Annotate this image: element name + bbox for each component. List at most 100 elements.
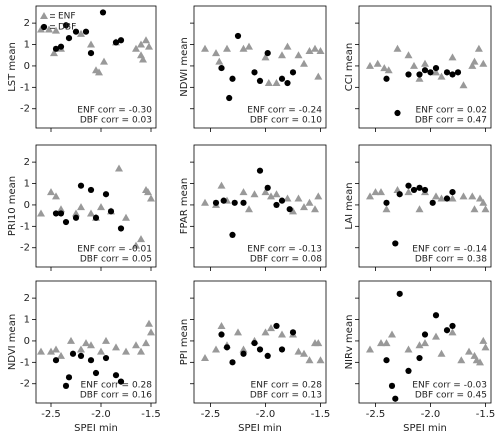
data-point [261, 328, 270, 336]
data-point [449, 322, 456, 330]
y-tick-label: 1 [24, 40, 30, 51]
y-axis-label: PPI mean [179, 319, 190, 366]
data-point [448, 53, 457, 61]
data-point [278, 197, 286, 204]
x-tick-label: -1.5 [476, 409, 496, 420]
data-point [437, 349, 446, 357]
annotation: ENF corr = 0.02 [416, 106, 487, 116]
data-point [305, 198, 314, 206]
data-point [373, 59, 382, 67]
data-point [62, 218, 70, 226]
data-point [272, 190, 281, 198]
data-point [448, 194, 457, 202]
data-point [37, 25, 45, 33]
data-point [468, 192, 477, 200]
data-point [117, 225, 125, 232]
data-point [240, 199, 247, 206]
y-tick-label: 0 [24, 61, 30, 72]
data-point [405, 71, 412, 78]
data-point [87, 341, 95, 349]
data-point [421, 339, 429, 347]
legend-marker [40, 12, 48, 19]
data-point [215, 57, 224, 65]
y-axis-label: FPAR mean [179, 178, 190, 234]
data-point [115, 164, 123, 172]
data-point [99, 9, 107, 16]
data-point [284, 79, 291, 87]
data-point [57, 205, 65, 213]
data-point [437, 72, 446, 80]
data-point [449, 188, 456, 196]
data-point [52, 357, 60, 364]
legend-label: DBF [58, 23, 76, 33]
y-tick-label: -1 [20, 357, 30, 368]
data-point [234, 328, 242, 336]
data-point [220, 197, 227, 204]
data-point [457, 356, 466, 364]
data-point [137, 347, 145, 355]
data-point [267, 192, 275, 200]
data-point [481, 205, 490, 213]
data-point [465, 347, 473, 355]
x-tick-label: -2.0 [91, 409, 111, 420]
data-point [470, 57, 479, 65]
data-point [223, 344, 231, 351]
data-point [396, 290, 403, 297]
data-point [468, 61, 477, 69]
y-tick-label: -2 [20, 243, 30, 254]
data-point [383, 199, 390, 206]
data-point [278, 51, 286, 59]
annotation: ENF corr = -0.24 [247, 106, 322, 116]
annotation: DBF corr = 0.05 [80, 255, 152, 265]
data-point [283, 194, 292, 202]
data-point [289, 69, 297, 76]
y-axis-label: CCI mean [344, 43, 355, 91]
y-tick-label: 2 [24, 18, 30, 29]
data-point [479, 336, 488, 344]
data-point [102, 336, 110, 344]
legend-label: ENF [58, 12, 76, 22]
data-point [97, 203, 105, 211]
data-point [256, 77, 264, 85]
data-point [264, 352, 271, 360]
data-point [404, 51, 413, 59]
x-tick-label: -2.0 [256, 409, 276, 420]
data-point [416, 184, 423, 191]
data-point [132, 44, 140, 52]
data-point [72, 28, 80, 35]
data-point [443, 195, 451, 202]
data-point [52, 210, 60, 217]
data-point [201, 198, 209, 206]
data-point [459, 81, 468, 89]
data-point [396, 191, 403, 198]
data-point [294, 347, 303, 355]
data-point [229, 359, 236, 366]
data-point [37, 347, 45, 355]
plot-frame [193, 5, 327, 129]
data-point [47, 188, 55, 196]
data-point [52, 345, 60, 353]
x-tick-label: -2.5 [366, 409, 386, 420]
data-point [52, 192, 60, 200]
annotation: DBF corr = 0.10 [250, 116, 322, 126]
data-point [273, 322, 280, 330]
data-point [432, 192, 440, 200]
y-tick-label: 1 [24, 179, 30, 190]
data-point [107, 208, 115, 215]
annotation: ENF corr = -0.30 [77, 106, 152, 116]
x-tick-label: -1.5 [141, 409, 161, 420]
data-point [371, 188, 380, 196]
data-point [479, 59, 488, 67]
data-point [256, 167, 264, 174]
data-point [264, 184, 271, 191]
data-point [245, 42, 253, 50]
plot-frame [35, 5, 157, 129]
data-point [82, 339, 90, 347]
data-point [404, 345, 413, 353]
data-point [229, 75, 236, 82]
data-point [95, 68, 103, 76]
plot-frame [193, 280, 327, 404]
data-point [92, 214, 100, 221]
data-point [239, 345, 248, 353]
x-tick-label: -2.0 [421, 409, 441, 420]
